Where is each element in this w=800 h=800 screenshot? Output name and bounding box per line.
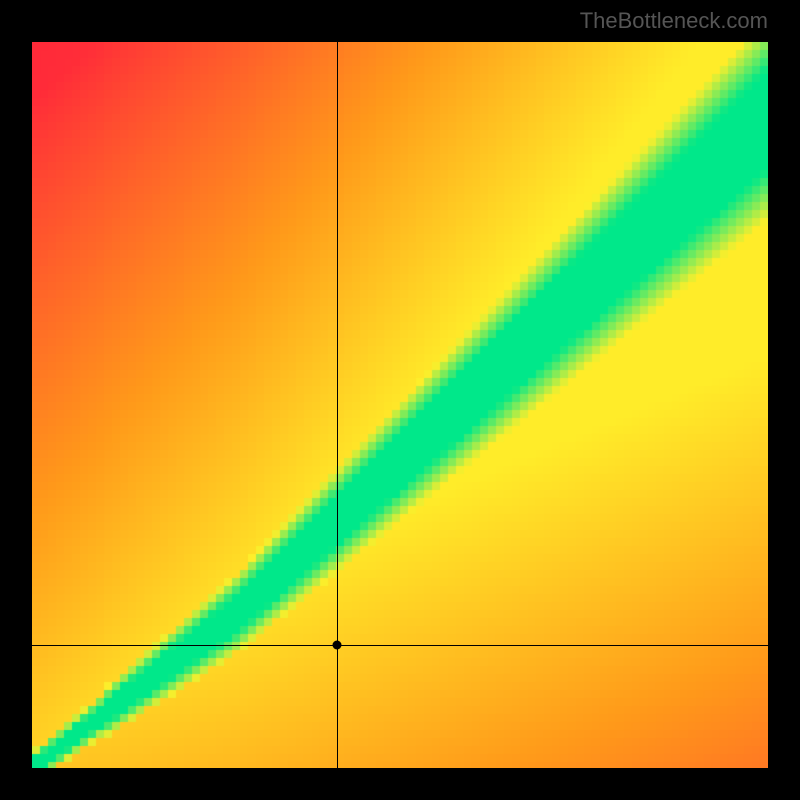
watermark-text: TheBottleneck.com xyxy=(580,8,768,34)
heatmap-plot xyxy=(32,42,768,768)
heatmap-canvas xyxy=(32,42,768,768)
crosshair-horizontal xyxy=(32,645,768,646)
chart-container: TheBottleneck.com xyxy=(0,0,800,800)
marker-dot xyxy=(333,640,342,649)
crosshair-vertical xyxy=(337,42,338,768)
